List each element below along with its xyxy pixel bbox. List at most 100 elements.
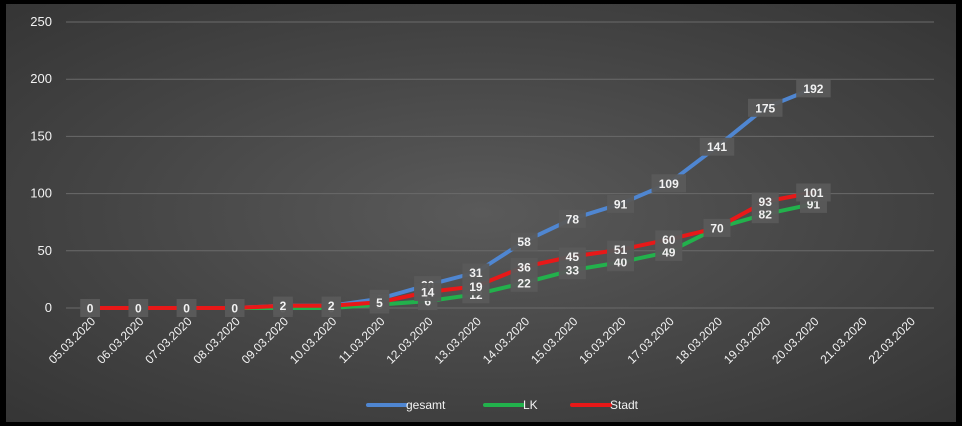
- y-tick-label: 0: [45, 300, 52, 315]
- y-tick-label: 250: [30, 14, 52, 29]
- x-tick-label: 19.03.2020: [721, 314, 774, 367]
- x-tick-label: 05.03.2020: [46, 314, 99, 367]
- x-tick-label: 07.03.2020: [142, 314, 195, 367]
- data-label-text: 40: [614, 256, 628, 270]
- data-label-box: [510, 232, 538, 251]
- data-label: 5: [369, 293, 390, 312]
- data-label-box: [462, 263, 490, 282]
- data-label: 2: [273, 296, 293, 315]
- y-tick-label: 100: [30, 186, 52, 201]
- data-label-text: 0: [183, 302, 190, 316]
- data-label-text: 141: [707, 140, 727, 154]
- chart-area: 0 50 100 150 200 250 05.03.2020 06.03.2020 07.0…: [6, 4, 956, 422]
- data-label: 0: [80, 299, 100, 317]
- data-label-box: [273, 296, 293, 315]
- data-label-box: [699, 137, 735, 156]
- data-label-text: 192: [803, 82, 823, 96]
- data-label-box: [655, 230, 683, 249]
- data-label: 45: [558, 247, 586, 266]
- data-label: 192: [796, 79, 831, 98]
- data-label-box: [80, 299, 100, 317]
- data-label: 175: [747, 98, 783, 117]
- data-label-text: 58: [517, 235, 531, 249]
- legend-label: LK: [523, 398, 538, 412]
- legend-item-lk: LK: [483, 398, 538, 412]
- legend: gesamt LK Stadt: [366, 398, 639, 412]
- gridlines: [66, 21, 934, 309]
- data-label-text: 6: [424, 295, 431, 309]
- data-label-text: 175: [755, 101, 775, 115]
- x-tick-label: 08.03.2020: [191, 314, 244, 367]
- data-label: 60: [655, 230, 683, 249]
- data-label: 141: [699, 137, 735, 156]
- data-label: 2: [321, 296, 341, 315]
- data-label-text: 91: [614, 197, 628, 211]
- data-label-box: [607, 240, 635, 259]
- data-label-box: [651, 174, 687, 193]
- data-label-box: [796, 79, 831, 98]
- x-tick-label: 16.03.2020: [576, 314, 629, 367]
- x-tick-label: 11.03.2020: [336, 314, 388, 366]
- legend-item-stadt: Stadt: [570, 398, 639, 412]
- data-label-box: [703, 218, 731, 237]
- x-tick-label: 14.03.2020: [480, 314, 533, 367]
- data-label-text: 109: [659, 177, 679, 191]
- data-label-text: 22: [517, 276, 531, 290]
- data-label-box: [747, 98, 783, 117]
- data-label-box: [558, 247, 586, 266]
- data-label-box: [321, 296, 341, 315]
- data-label: 19: [462, 277, 490, 296]
- x-tick-label: 06.03.2020: [94, 314, 147, 367]
- data-label-text: 82: [759, 208, 773, 222]
- x-tick-label: 10.03.2020: [287, 314, 340, 367]
- data-label-text: 78: [566, 212, 580, 226]
- series-lines: [88, 86, 816, 310]
- data-label-box: [751, 192, 779, 211]
- data-label-box: [414, 282, 442, 301]
- data-label-text: 36: [517, 260, 531, 274]
- data-label: 33: [558, 261, 586, 280]
- data-label-text: 33: [566, 264, 580, 278]
- data-label-box: [128, 299, 149, 317]
- data-label-box: [176, 299, 197, 317]
- data-label: 31: [462, 263, 490, 282]
- data-label-text: 51: [614, 243, 628, 257]
- x-tick-label: 15.03.2020: [528, 314, 581, 367]
- data-label-box: [796, 183, 831, 202]
- data-label-text: 0: [231, 302, 238, 316]
- data-label-text: 70: [710, 221, 724, 235]
- data-label-box: [558, 209, 586, 228]
- data-label: 101: [796, 183, 831, 202]
- data-label: 22: [510, 273, 538, 292]
- data-label-text: 5: [376, 296, 383, 310]
- legend-label: gesamt: [406, 398, 446, 412]
- data-label-text: 14: [421, 285, 435, 299]
- data-label: 93: [751, 192, 779, 211]
- data-label-text: 45: [566, 250, 580, 264]
- x-tick-label: 21.03.2020: [817, 314, 870, 367]
- data-label-text: 0: [87, 302, 94, 316]
- data-label-box: [462, 277, 490, 296]
- data-label: 78: [558, 209, 586, 228]
- data-label-box: [510, 273, 538, 292]
- data-label-box: [607, 194, 635, 213]
- data-label-text: 2: [280, 299, 287, 313]
- data-label: 0: [225, 299, 245, 317]
- data-label: 109: [651, 174, 687, 193]
- data-label: 0: [176, 299, 197, 317]
- x-tick-label: 13.03.2020: [432, 314, 485, 367]
- legend-label: Stadt: [610, 398, 639, 412]
- data-label-text: 31: [469, 266, 483, 280]
- data-label: 14: [414, 282, 442, 301]
- data-label: 70: [703, 218, 731, 237]
- data-label-text: 19: [469, 280, 483, 294]
- x-tick-label: 12.03.2020: [383, 314, 436, 367]
- data-label-box: [369, 293, 390, 312]
- x-axis: 05.03.202006.03.202007.03.202008.03.2020…: [46, 314, 918, 367]
- x-tick-label: 17.03.2020: [625, 314, 678, 367]
- data-label: 51: [607, 240, 635, 259]
- data-label: 36: [510, 257, 538, 276]
- x-tick-label: 22.03.2020: [866, 314, 919, 367]
- data-label: 58: [510, 232, 538, 251]
- data-label-box: [510, 257, 538, 276]
